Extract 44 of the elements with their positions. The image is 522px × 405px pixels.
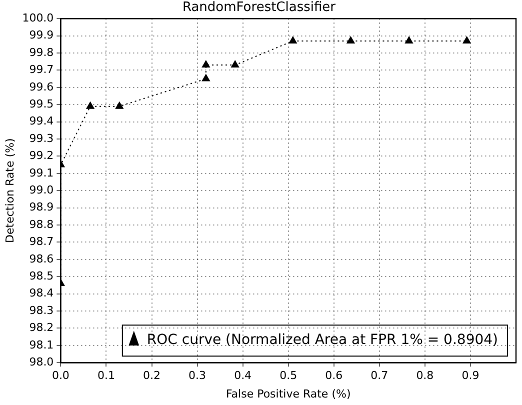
point (404, 36, 414, 44)
y-tick-label: 99.8 (29, 46, 54, 59)
y-tick-label: 98.0 (29, 355, 54, 368)
point (202, 74, 210, 82)
y-tick-label: 98.1 (29, 338, 54, 352)
y-tick-label: 98.9 (29, 200, 54, 214)
x-tick-label: 0.4 (234, 369, 252, 382)
y-tick-label: 99.4 (29, 114, 54, 128)
point (462, 36, 472, 44)
chart-title: RandomForestClassifier (182, 0, 336, 16)
x-tick-label: 0.2 (143, 369, 161, 382)
y-tick-label: 99.3 (29, 132, 54, 145)
y-tick-label: 98.7 (29, 235, 54, 248)
x-tick-label: 0.0 (52, 369, 70, 382)
y-tick-label: 99.5 (29, 97, 54, 110)
point (288, 36, 298, 44)
point (202, 60, 210, 68)
y-tick-label: 98.8 (29, 218, 54, 231)
x-tick-label: 0.5 (280, 369, 298, 382)
y-tick-label: 99.6 (29, 80, 54, 94)
y-tick-label: 99.9 (29, 28, 54, 42)
y-tick-label: 100.0 (22, 11, 54, 24)
y-tick-label: 98.2 (29, 321, 54, 334)
x-tick-label: 0.8 (416, 369, 434, 382)
x-tick-label: 0.7 (370, 369, 388, 382)
x-tick-label: 0.6 (325, 369, 343, 382)
point (230, 60, 240, 68)
y-tick-label: 99.7 (29, 63, 54, 76)
point (86, 101, 95, 109)
y-tick-label: 98.5 (29, 269, 54, 282)
y-tick-label: 98.6 (29, 252, 54, 266)
y-tick-label: 98.3 (29, 304, 54, 317)
x-tick-label: 0.9 (462, 369, 480, 382)
y-axis-title: Detection Rate (%) (3, 138, 16, 243)
x-axis-title: False Positive Rate (%) (226, 387, 351, 400)
point (115, 101, 124, 109)
y-tick-label: 99.0 (29, 183, 54, 196)
x-tick-label: 0.1 (97, 369, 115, 382)
y-tick-label: 99.2 (29, 149, 54, 162)
x-tick-label: 0.3 (188, 369, 206, 382)
y-tick-label: 99.1 (29, 166, 54, 180)
legend-label: ROC curve (Normalized Area at FPR 1% = 0.8904) (146, 332, 498, 348)
point (346, 36, 356, 44)
y-tick-label: 98.4 (29, 286, 54, 300)
